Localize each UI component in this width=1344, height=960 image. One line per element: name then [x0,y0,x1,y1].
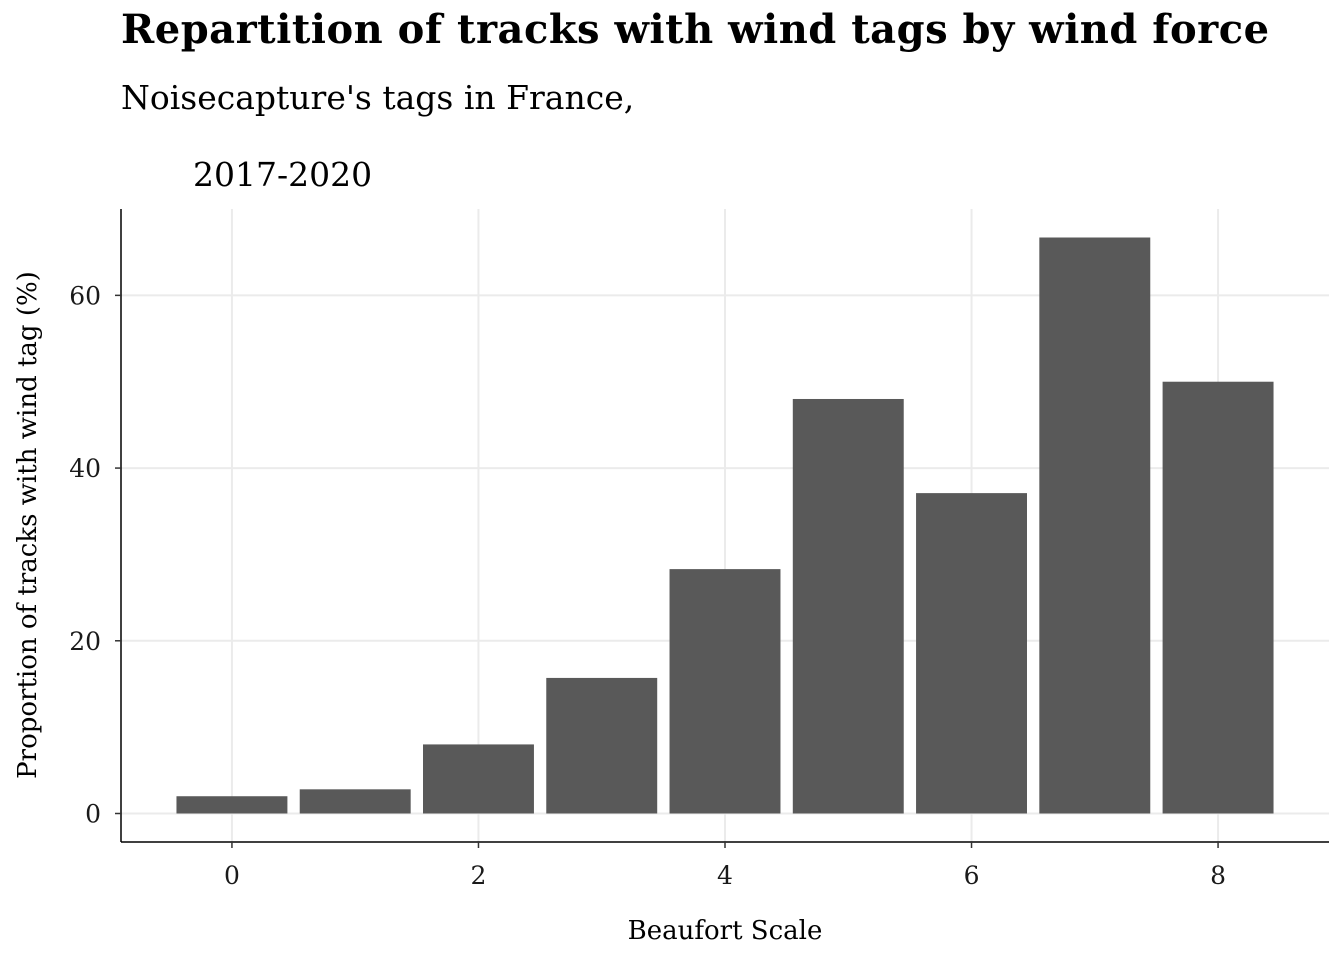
bar-beaufort-4 [669,569,781,814]
x-tick-label: 2 [471,861,487,890]
bars [176,237,1274,814]
bar-beaufort-1 [299,789,411,814]
chart-subtitle: Noisecapture's tags in France, [121,78,635,117]
y-axis-title: Proportion of tracks with wind tag (%) [13,271,43,779]
x-tick-label: 0 [224,861,240,890]
x-axis-title: Beaufort Scale [628,916,823,946]
chart-title: Repartition of tracks with wind tags by … [121,6,1270,53]
bar-beaufort-8 [1162,381,1274,814]
bar-beaufort-0 [176,796,288,814]
y-tick-label: 60 [69,281,101,310]
y-tick-label: 0 [85,800,101,829]
bar-beaufort-6 [916,493,1027,814]
x-tick-label: 6 [964,861,980,890]
chart-subtitle-years: 2017-2020 [193,155,373,194]
y-tick-label: 40 [69,454,101,483]
x-tick-label: 4 [717,861,733,890]
bar-beaufort-2 [423,744,534,814]
y-ticks: 0 20 40 60 [69,281,121,829]
bar-beaufort-5 [792,398,904,814]
bar-beaufort-7 [1039,237,1151,814]
x-tick-label: 8 [1210,861,1226,890]
x-ticks: 0 2 4 6 8 [224,842,1226,890]
bar-beaufort-3 [546,677,658,814]
y-tick-label: 20 [69,627,101,656]
